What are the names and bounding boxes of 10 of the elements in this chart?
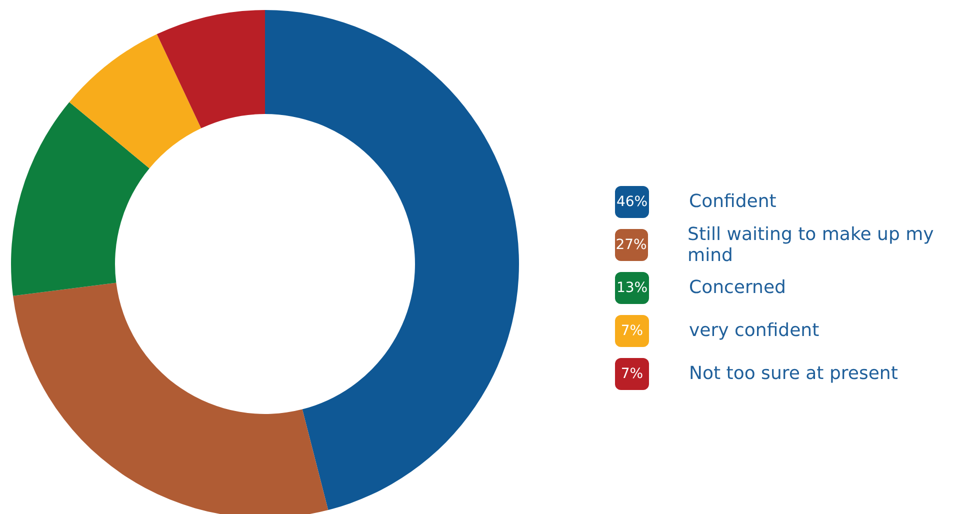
legend-label: Not too sure at present bbox=[689, 363, 898, 384]
legend-label: Concerned bbox=[689, 277, 786, 298]
data-label: 7% bbox=[615, 314, 649, 346]
data-label: 7% bbox=[615, 358, 649, 390]
legend-label: Still waiting to make up my mind bbox=[688, 224, 935, 266]
legend-label: very confident bbox=[689, 320, 820, 341]
data-label: 46% bbox=[615, 186, 649, 218]
data-label: 13% bbox=[615, 272, 649, 304]
data-label: 27% bbox=[615, 228, 648, 260]
legend-label: Confident bbox=[689, 191, 776, 212]
